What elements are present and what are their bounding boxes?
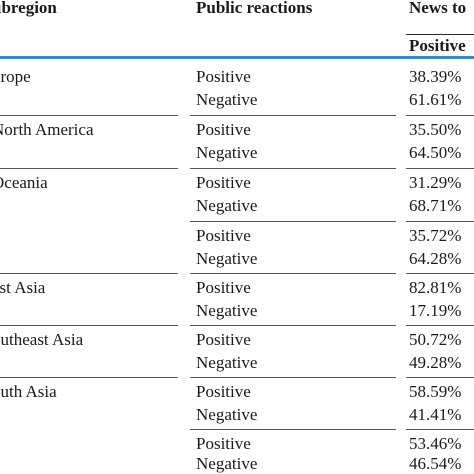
value-cell: 53.46%: [409, 434, 462, 453]
value-cell: 38.39%: [409, 67, 462, 86]
group-divider: [0, 325, 178, 326]
reaction-cell: Positive: [196, 382, 251, 401]
group-divider: [0, 115, 178, 116]
group-divider: [406, 429, 474, 430]
region-cell: urope: [0, 67, 31, 86]
value-cell: 46.54%: [409, 454, 462, 473]
reaction-cell: Positive: [196, 120, 251, 139]
reaction-cell: Positive: [196, 226, 251, 245]
reaction-cell: Negative: [196, 143, 258, 162]
group-divider: [406, 273, 474, 274]
group-divider: [190, 429, 396, 430]
reaction-cell: Negative: [196, 454, 258, 473]
group-divider: [406, 221, 474, 222]
value-cell: 35.72%: [409, 226, 462, 245]
group-divider: [406, 325, 474, 326]
value-cell: 35.50%: [409, 120, 462, 139]
group-divider: [0, 168, 178, 169]
reaction-cell: Positive: [196, 278, 251, 297]
group-divider: [190, 168, 396, 169]
reaction-cell: Negative: [196, 301, 258, 320]
value-cell: 41.41%: [409, 405, 462, 424]
region-cell: North America: [0, 120, 94, 139]
value-cell: 49.28%: [409, 353, 462, 372]
group-divider: [190, 221, 396, 222]
region-cell: outh Asia: [0, 382, 57, 401]
group-divider: [0, 273, 178, 274]
value-cell: 17.19%: [409, 301, 462, 320]
region-cell: Oceania: [0, 173, 48, 192]
public-reactions-header: Public reactions: [196, 0, 313, 17]
value-cell: 58.59%: [409, 382, 462, 401]
header-rule: [0, 56, 474, 59]
reaction-cell: Negative: [196, 353, 258, 372]
reaction-cell: Positive: [196, 434, 251, 453]
reaction-cell: Negative: [196, 405, 258, 424]
reaction-cell: Positive: [196, 173, 251, 192]
value-cell: 31.29%: [409, 173, 462, 192]
group-divider: [190, 273, 396, 274]
positive-subheader: Positive: [409, 36, 466, 55]
reaction-cell: Negative: [196, 249, 258, 268]
reaction-cell: Positive: [196, 67, 251, 86]
header-divider: [406, 34, 474, 35]
value-cell: 61.61%: [409, 90, 462, 109]
value-cell: 64.28%: [409, 249, 462, 268]
reaction-cell: Negative: [196, 90, 258, 109]
group-divider: [406, 115, 474, 116]
value-cell: 50.72%: [409, 330, 462, 349]
reaction-cell: Positive: [196, 330, 251, 349]
group-divider: [406, 168, 474, 169]
value-cell: 68.71%: [409, 196, 462, 215]
group-divider: [190, 377, 396, 378]
group-divider: [190, 325, 396, 326]
region-cell: ast Asia: [0, 278, 46, 297]
reaction-cell: Negative: [196, 196, 258, 215]
group-divider: [0, 377, 178, 378]
region-cell: outheast Asia: [0, 330, 84, 349]
value-cell: 64.50%: [409, 143, 462, 162]
value-cell: 82.81%: [409, 278, 462, 297]
news-to-header: News to: [409, 0, 467, 17]
group-divider: [406, 377, 474, 378]
subregion-header: ubregion: [0, 0, 57, 17]
group-divider: [190, 115, 396, 116]
